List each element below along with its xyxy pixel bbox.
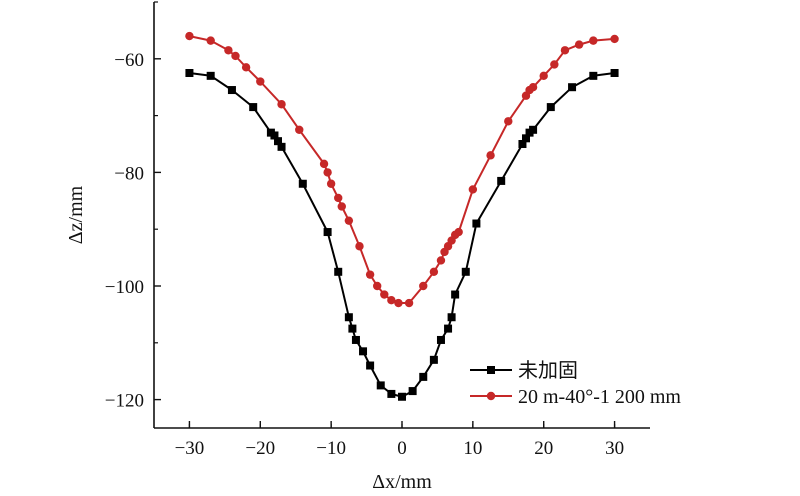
x-tick-label: −30 — [175, 438, 205, 459]
x-tick-label: 20 — [534, 438, 553, 459]
data-point — [334, 193, 343, 203]
data-point — [419, 372, 428, 381]
x-tick-label: 0 — [397, 438, 407, 459]
data-point — [365, 270, 375, 279]
data-point — [323, 168, 332, 177]
data-point — [348, 324, 357, 333]
data-point — [274, 137, 282, 146]
data-point — [398, 392, 406, 401]
data-point — [344, 313, 353, 322]
data-point — [404, 298, 414, 308]
data-point — [277, 142, 286, 151]
data-point — [568, 83, 577, 92]
x-tick-label: 10 — [463, 438, 482, 459]
data-point — [206, 71, 215, 80]
data-point — [472, 219, 481, 228]
data-point — [528, 83, 538, 92]
data-point — [185, 31, 194, 41]
data-point — [224, 46, 233, 55]
legend-item: 未加固 — [470, 359, 578, 382]
data-point — [394, 298, 403, 308]
y-axis-title: Δz/mm — [65, 185, 87, 244]
data-point — [326, 179, 336, 188]
data-point — [277, 100, 286, 109]
data-point — [380, 290, 389, 299]
data-point — [298, 179, 307, 188]
legend-marker — [487, 366, 495, 374]
data-point — [436, 335, 445, 344]
series-line — [189, 35, 615, 304]
data-point — [206, 36, 215, 45]
series-line — [189, 72, 615, 398]
data-point — [436, 256, 446, 265]
data-point — [270, 131, 279, 140]
y-tick-label: −60 — [114, 50, 144, 71]
data-point — [376, 381, 385, 390]
data-point — [451, 290, 460, 299]
y-tick-label: −80 — [114, 163, 144, 184]
x-tick-label: −20 — [245, 438, 275, 459]
data-point — [447, 313, 456, 322]
data-point — [227, 86, 236, 95]
data-point — [444, 324, 453, 333]
series-2 — [185, 31, 619, 308]
data-point — [249, 103, 258, 112]
data-point — [429, 355, 438, 364]
data-point — [351, 335, 360, 344]
data-point — [461, 267, 470, 276]
data-point — [337, 202, 346, 211]
data-point — [610, 34, 619, 44]
data-point — [387, 389, 396, 398]
data-point — [546, 103, 555, 112]
x-tick-label: −10 — [316, 438, 346, 459]
data-point — [231, 51, 240, 61]
data-point — [529, 125, 538, 134]
data-point — [497, 176, 506, 185]
data-point — [429, 267, 439, 276]
data-point — [419, 281, 428, 291]
data-point — [486, 151, 495, 160]
data-point — [366, 361, 375, 370]
data-point — [323, 228, 332, 237]
data-point — [610, 69, 619, 77]
data-point — [241, 63, 251, 72]
data-point — [518, 140, 527, 148]
y-tick-label: −120 — [105, 391, 144, 412]
data-point — [454, 227, 463, 237]
data-point — [256, 77, 265, 86]
legend-marker — [486, 391, 496, 401]
data-point — [589, 71, 598, 80]
data-point — [589, 36, 598, 45]
series-1 — [185, 69, 619, 401]
legend-item: 20 m-40°-1 200 mm — [470, 386, 681, 408]
data-point — [185, 69, 194, 77]
data-point — [408, 387, 417, 396]
data-point — [522, 134, 530, 143]
data-point — [373, 281, 382, 291]
data-point — [334, 267, 343, 276]
data-point — [344, 216, 354, 225]
data-point — [574, 40, 584, 49]
data-point — [359, 347, 368, 356]
legend-label: 20 m-40°-1 200 mm — [518, 386, 681, 408]
data-point — [319, 159, 329, 169]
data-point — [560, 46, 570, 55]
data-point — [539, 71, 548, 81]
x-axis-title: Δx/mm — [372, 471, 432, 493]
data-point — [550, 60, 559, 69]
legend-label: 未加固 — [518, 359, 578, 382]
data-point — [295, 125, 304, 134]
legend: 未加固 20 m-40°-1 200 mm — [470, 359, 681, 408]
data-point — [504, 117, 513, 126]
series-layer — [185, 31, 619, 401]
data-point — [468, 185, 478, 194]
y-tick-label: −100 — [105, 277, 144, 298]
data-point — [387, 296, 396, 305]
x-tick-label: 30 — [605, 438, 624, 459]
data-point — [355, 242, 364, 251]
